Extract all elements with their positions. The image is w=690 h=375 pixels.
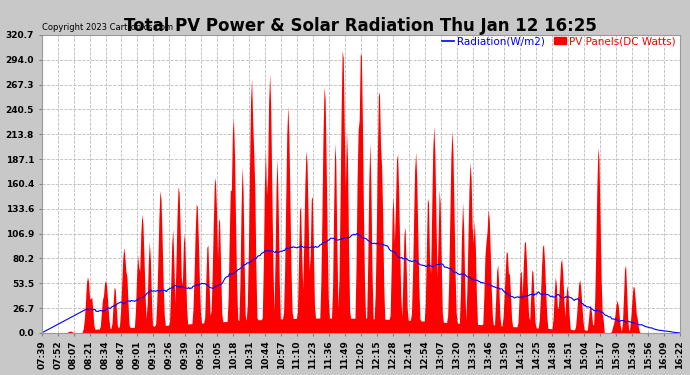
Title: Total PV Power & Solar Radiation Thu Jan 12 16:25: Total PV Power & Solar Radiation Thu Jan… <box>124 17 598 35</box>
Legend: Radiation(W/m2), PV Panels(DC Watts): Radiation(W/m2), PV Panels(DC Watts) <box>437 32 680 50</box>
Text: Copyright 2023 Cartronics.com: Copyright 2023 Cartronics.com <box>42 23 173 32</box>
